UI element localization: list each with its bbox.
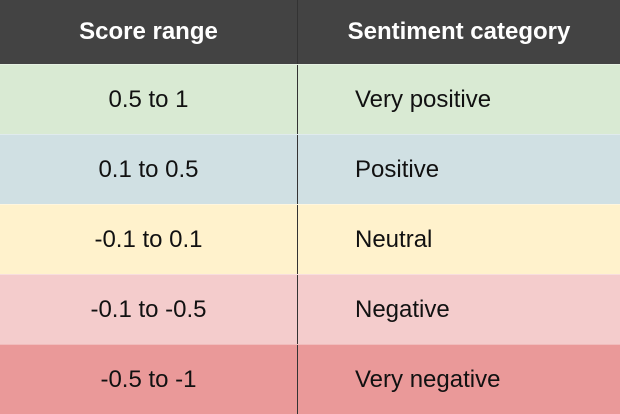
header-score-range: Score range bbox=[0, 0, 298, 64]
score-range-cell: 0.5 to 1 bbox=[0, 65, 298, 134]
score-range-cell: 0.1 to 0.5 bbox=[0, 135, 298, 204]
sentiment-category-cell: Negative bbox=[355, 295, 450, 323]
table-row: -0.1 to 0.1 Neutral bbox=[0, 204, 620, 274]
sentiment-category-cell: Positive bbox=[355, 155, 440, 183]
sentiment-category-cell: Neutral bbox=[355, 225, 433, 253]
table-row: -0.5 to -1 Very negative bbox=[0, 344, 620, 414]
sentiment-category-cell: Very negative bbox=[355, 365, 501, 393]
score-range-cell: -0.1 to 0.1 bbox=[0, 205, 298, 274]
table-row: 0.5 to 1 Very positive bbox=[0, 64, 620, 134]
score-range-cell: -0.1 to -0.5 bbox=[0, 275, 298, 344]
header-sentiment-category: Sentiment category bbox=[347, 18, 571, 45]
table-row: 0.1 to 0.5 Positive bbox=[0, 134, 620, 204]
score-range-cell: -0.5 to -1 bbox=[0, 345, 298, 414]
table-row: -0.1 to -0.5 Negative bbox=[0, 274, 620, 344]
sentiment-category-cell: Very positive bbox=[355, 85, 492, 113]
table-header-row: Score range Sentiment category bbox=[0, 0, 620, 64]
